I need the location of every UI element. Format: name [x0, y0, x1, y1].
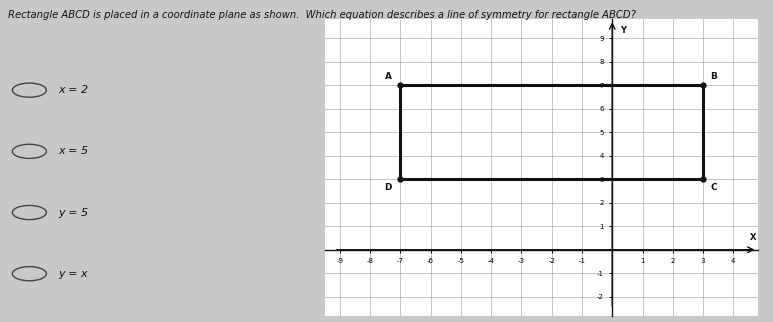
- Text: y = 5: y = 5: [58, 207, 88, 218]
- Text: A: A: [385, 72, 392, 81]
- Text: x = 2: x = 2: [58, 85, 88, 95]
- Text: x = 5: x = 5: [58, 146, 88, 156]
- Text: D: D: [383, 183, 391, 192]
- Text: y = x: y = x: [58, 269, 87, 279]
- Text: X: X: [750, 232, 756, 242]
- Text: Y: Y: [620, 26, 626, 35]
- Text: Rectangle ABCD is placed in a coordinate plane as shown.  Which equation describ: Rectangle ABCD is placed in a coordinate…: [8, 10, 635, 20]
- Text: B: B: [710, 72, 717, 81]
- Text: C: C: [710, 183, 717, 192]
